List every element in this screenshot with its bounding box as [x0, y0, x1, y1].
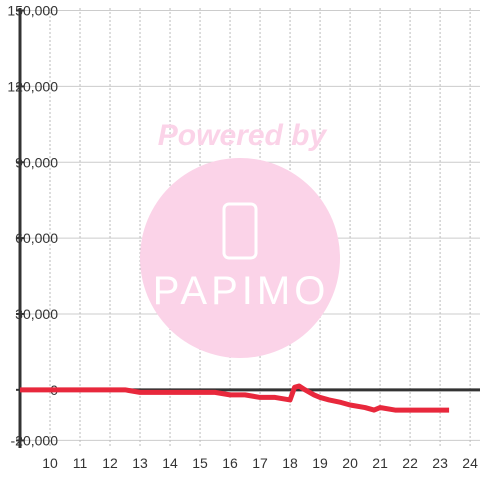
watermark-icon — [222, 202, 258, 260]
x-tick-label: 11 — [73, 455, 88, 471]
series-line — [20, 383, 450, 413]
y-tick-label: 60,000 — [15, 230, 58, 246]
x-tick-label: 12 — [102, 455, 118, 471]
y-tick-label: -20,000 — [11, 432, 59, 448]
x-tick-label: 16 — [222, 455, 238, 471]
x-tick-label: 18 — [282, 455, 298, 471]
y-tick-label: 90,000 — [15, 154, 58, 170]
x-tick-label: 13 — [132, 455, 148, 471]
x-tick-label: 19 — [312, 455, 328, 471]
x-tick-label: 20 — [342, 455, 358, 471]
x-tick-label: 24 — [462, 455, 478, 471]
y-tick-label: 120,000 — [7, 78, 58, 94]
watermark-logo: PAPIMO — [153, 269, 330, 313]
watermark: Powered by PAPIMO — [140, 119, 340, 358]
y-tick-label: 30,000 — [15, 306, 58, 322]
y-tick-label: 150,000 — [7, 3, 58, 19]
x-tick-label: 10 — [42, 455, 58, 471]
x-tick-label: 17 — [252, 455, 268, 471]
x-tick-label: 14 — [162, 455, 178, 471]
x-tick-label: 23 — [432, 455, 448, 471]
x-tick-label: 15 — [192, 455, 208, 471]
x-tick-label: 21 — [372, 455, 388, 471]
x-tick-label: 22 — [402, 455, 418, 471]
watermark-text: Powered by — [158, 119, 328, 152]
